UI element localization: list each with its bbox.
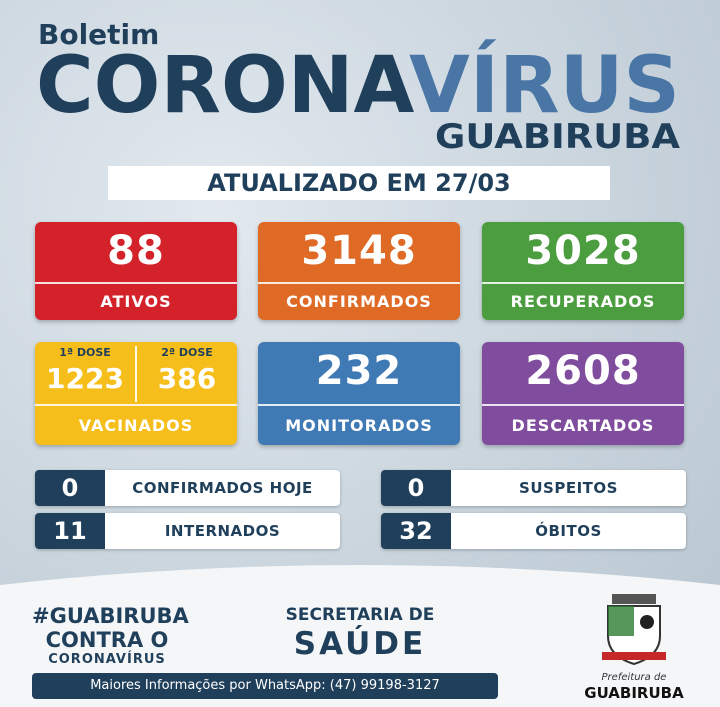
card-value: 232 (315, 348, 403, 394)
stat: 0 SUSPEITOS (381, 470, 686, 506)
separator (135, 346, 137, 402)
header: Boletim CORONAVÍRUS GUABIRUBA (36, 18, 681, 157)
card-value: 3028 (525, 228, 641, 274)
stat: 11 INTERNADOS (35, 513, 340, 549)
card-label: MONITORADOS (285, 416, 433, 435)
card-label: ATIVOS (100, 292, 172, 311)
hashtag: #GUABIRUBA (32, 604, 189, 628)
logo-field (608, 606, 634, 636)
card: 2608 DESCARTADOS (482, 342, 684, 445)
stat-label: ÓBITOS (535, 522, 602, 540)
logo (602, 594, 666, 666)
footer-shape (0, 565, 720, 707)
stat: 32 ÓBITOS (381, 513, 686, 549)
stat-label: INTERNADOS (164, 522, 281, 540)
stat: 0 CONFIRMADOS HOJE (35, 470, 340, 506)
contact: Maiores Informações por WhatsApp: (47) 9… (32, 673, 498, 699)
vaccine-card: 1ª DOSE 1223 2ª DOSE 386 VACINADOS (35, 342, 237, 445)
slogan: CORONAVÍRUS (48, 652, 166, 667)
card-label: DESCARTADOS (511, 416, 655, 435)
kicker: Boletim (38, 18, 159, 51)
stat-label: CONFIRMADOS HOJE (132, 479, 313, 497)
card-value: 3148 (301, 228, 417, 274)
card-value: 88 (107, 228, 165, 274)
card-value: 2608 (525, 348, 641, 394)
card-label: VACINADOS (78, 416, 194, 435)
separator (482, 404, 684, 406)
title-part: CORONA (36, 41, 414, 131)
slogan: CONTRA O (45, 628, 169, 652)
stat-value: 0 (381, 470, 451, 506)
logo-crown (612, 594, 656, 604)
title-part: VÍRUS (409, 39, 680, 131)
department: SAÚDE (293, 626, 427, 662)
separator (482, 282, 684, 284)
logo-city: GUABIRUBA (584, 684, 684, 702)
card: 3148 CONFIRMADOS (258, 222, 460, 320)
stat-value: 0 (35, 470, 105, 506)
title: CORONAVÍRUS (36, 39, 680, 131)
logo-ribbon (602, 652, 666, 660)
dose-value: 1223 (46, 362, 124, 395)
separator (258, 282, 460, 284)
dose-value: 386 (157, 362, 217, 395)
separator (35, 282, 237, 284)
stat-value: 32 (381, 513, 451, 549)
card: 88 ATIVOS (35, 222, 237, 320)
card: 3028 RECUPERADOS (482, 222, 684, 320)
stat-value: 11 (35, 513, 105, 549)
department: SECRETARIA DE (285, 605, 435, 625)
separator (35, 404, 237, 406)
card-label: RECUPERADOS (510, 292, 656, 311)
dose-label: 1ª DOSE (59, 346, 111, 359)
updated: ATUALIZADO EM 27/03 (108, 166, 610, 200)
logo-emblem (640, 615, 654, 629)
card: 232 MONITORADOS (258, 342, 460, 445)
stat-label: SUSPEITOS (519, 479, 618, 497)
separator (258, 404, 460, 406)
footer-background (0, 565, 720, 707)
dose-label: 2ª DOSE (161, 346, 213, 359)
city: GUABIRUBA (435, 117, 681, 157)
logo-caption: Prefeitura de (601, 672, 667, 683)
card-label: CONFIRMADOS (286, 292, 432, 311)
